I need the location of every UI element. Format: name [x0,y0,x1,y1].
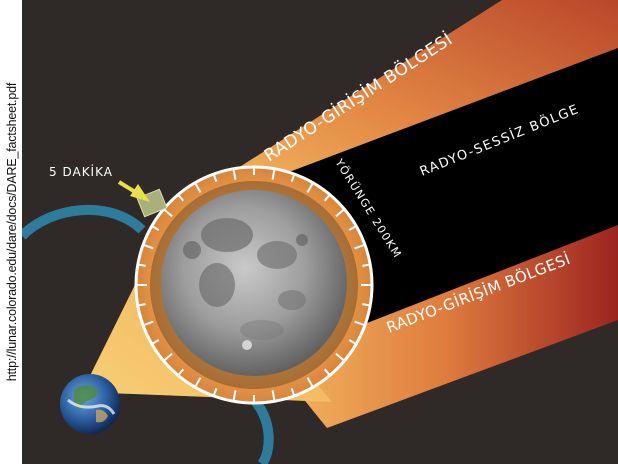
orbit-tick [290,173,296,182]
orbit-tick [348,225,357,231]
orbit-tick [354,320,366,327]
orbit-tick [335,208,346,217]
interference-zone-upper [172,0,618,210]
source-credit: http://lunar.colorado.edu/dare/docs/DARE… [2,0,22,464]
orbit-tick [212,388,218,397]
orbit-tick [271,390,276,402]
orbit-tick [290,388,296,397]
orbit-tick [362,303,371,307]
earth-icon [60,374,120,434]
orbit-tick [306,377,314,388]
orbit-tick [151,339,160,345]
diagram-svg: RADYO-GİRİŞİM BÖLGESİ RADYO-GİRİŞİM BÖLG… [22,0,618,464]
orbit-tick [177,193,185,202]
orbit-ticks [136,167,372,403]
orbit-tick [348,339,357,345]
interference-zone-lower [272,225,618,428]
minutes-label: 5 DAKİKA [49,164,113,179]
diagram-panel: RADYO-GİRİŞİM BÖLGESİ RADYO-GİRİŞİM BÖLG… [22,0,618,464]
orbit-ring [134,165,374,405]
orbit-tick [151,225,160,231]
orbit-tick [323,368,331,377]
arrow-icon [117,180,150,202]
orbit-tick [177,368,185,377]
orbit-tick [354,243,366,250]
moon-icon [161,190,347,376]
orbit-tick [271,168,276,180]
orbit-tick [212,173,218,182]
orbit-tick [335,353,346,362]
orbit-tick [232,168,237,180]
source-url: http://lunar.colorado.edu/dare/docs/DARE… [5,82,19,382]
orbit-tick [232,390,237,402]
orbit-tick [142,320,154,327]
orbit-tick [306,182,314,193]
orbit-tick [162,208,173,217]
orbit-tick [194,377,202,388]
earth-track-lower [250,396,274,464]
orbit-tick [162,353,173,362]
orbit-tick [194,182,202,193]
orbit-tick [362,263,371,267]
orbit-tick [323,193,331,202]
orbit-tick [142,243,154,250]
orbit-tick [137,303,146,307]
earth-track-upper [22,204,146,240]
orbit-tick [137,263,146,267]
